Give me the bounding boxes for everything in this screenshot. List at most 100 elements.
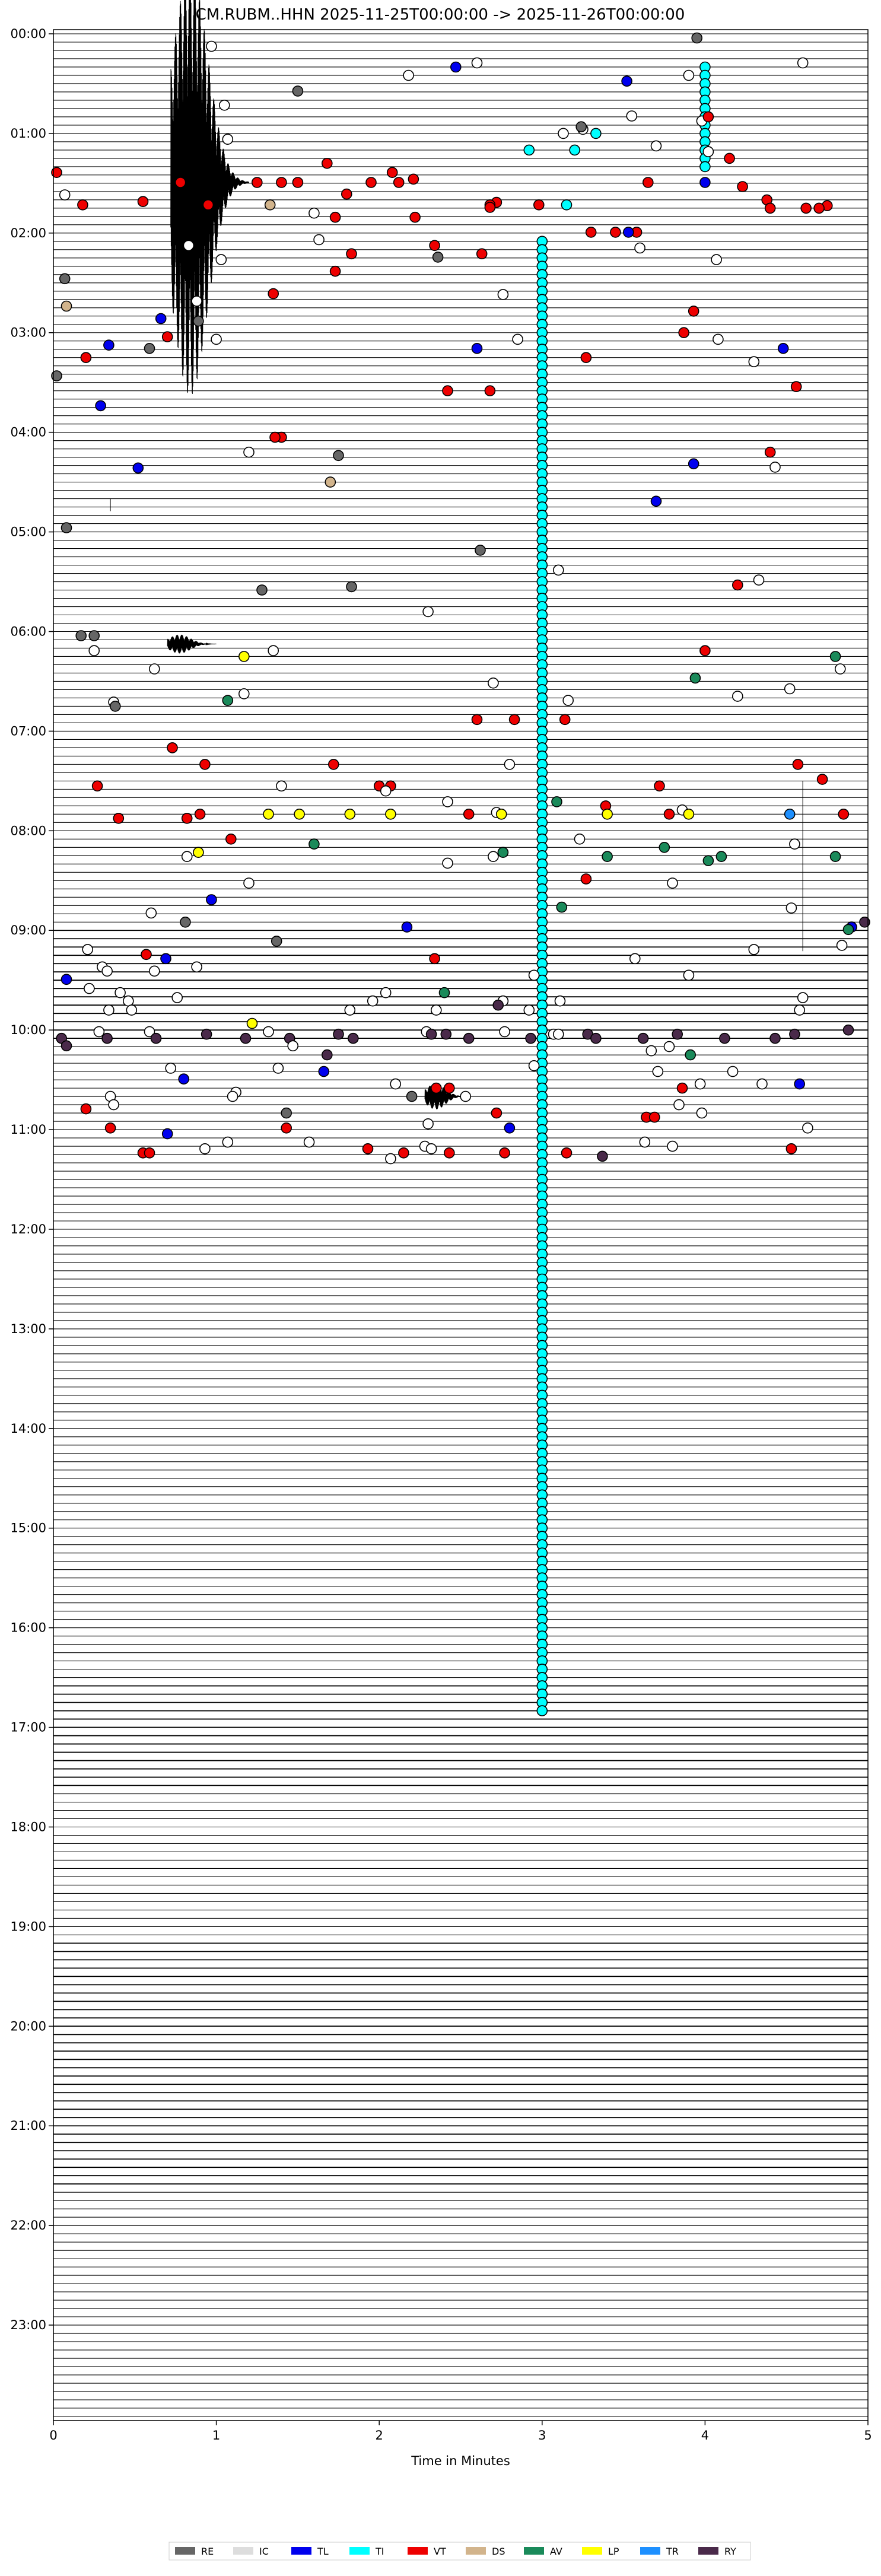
- event-marker-vt: [699, 645, 711, 656]
- event-marker-ic: [629, 953, 641, 965]
- event-marker-ic: [488, 851, 499, 862]
- x-tick-label: 5: [864, 2428, 872, 2443]
- y-tick-label: 11:00: [10, 1122, 46, 1137]
- event-marker-ry: [150, 1032, 162, 1044]
- event-marker-vt: [77, 199, 88, 211]
- event-marker-tl: [95, 400, 106, 412]
- event-marker-vt: [443, 1082, 455, 1094]
- y-tick-label: 07:00: [10, 724, 46, 738]
- event-marker-ry: [425, 1028, 437, 1040]
- event-marker-re: [575, 121, 587, 132]
- event-marker-vt: [508, 714, 520, 726]
- event-marker-ic: [263, 1026, 274, 1038]
- event-marker-ic: [683, 69, 695, 81]
- event-marker-vt: [393, 177, 405, 188]
- event-marker-vt: [678, 327, 689, 339]
- event-marker-tl: [621, 75, 632, 87]
- y-tick-label: 23:00: [10, 2318, 46, 2332]
- event-marker-tl: [160, 953, 171, 965]
- event-marker-vt: [341, 188, 352, 200]
- event-marker-vt: [838, 809, 850, 820]
- event-marker-ic: [165, 1063, 177, 1074]
- event-marker-ic: [390, 1078, 402, 1090]
- event-marker-lp: [193, 847, 204, 858]
- event-marker-vt: [800, 202, 812, 214]
- event-marker-ic: [82, 944, 93, 955]
- event-marker-vt: [144, 1147, 155, 1159]
- legend-label: AV: [550, 2546, 562, 2557]
- event-marker-vt: [181, 813, 193, 824]
- event-marker-ry: [525, 1032, 536, 1044]
- event-marker-vt: [408, 173, 419, 185]
- event-marker-ic: [756, 1078, 768, 1090]
- event-marker-vt: [167, 742, 178, 753]
- event-marker-ds: [61, 300, 72, 312]
- y-tick-label: 00:00: [10, 27, 46, 41]
- x-axis: 0 1 2 3 4 5: [49, 2421, 872, 2443]
- event-marker-ic: [243, 446, 255, 458]
- event-marker-ic: [93, 1026, 105, 1038]
- event-marker-vt: [585, 227, 597, 238]
- event-marker-tl: [777, 342, 789, 354]
- event-marker-ic: [84, 982, 95, 994]
- event-marker-vt: [269, 431, 281, 443]
- event-marker-ic: [785, 902, 797, 914]
- legend-label: RE: [201, 2546, 214, 2557]
- event-marker-ic: [367, 995, 379, 1007]
- legend-label: DS: [492, 2546, 505, 2557]
- event-marker-vt: [329, 211, 341, 223]
- event-marker-ic: [753, 574, 765, 586]
- event-marker-vt: [476, 248, 488, 260]
- event-marker-ic: [403, 69, 414, 81]
- event-marker-ds: [325, 476, 336, 488]
- event-marker-ic: [626, 110, 638, 122]
- event-marker-ic: [574, 834, 586, 845]
- event-marker-re: [406, 1090, 418, 1102]
- event-marker-ic: [442, 857, 453, 869]
- event-marker-vt: [276, 177, 287, 188]
- y-tick-label: 22:00: [10, 2218, 46, 2232]
- event-marker-vt: [174, 177, 186, 188]
- legend-label: TI: [375, 2546, 384, 2557]
- y-tick-label: 19:00: [10, 1919, 46, 1933]
- event-marker-ti: [523, 144, 535, 156]
- event-marker-ic: [802, 1122, 813, 1134]
- event-marker-ic: [272, 1063, 284, 1074]
- event-marker-ic: [108, 1099, 119, 1111]
- event-marker-tl: [161, 1128, 173, 1140]
- event-marker-vt: [580, 352, 592, 364]
- legend-swatch: [291, 2547, 311, 2555]
- event-marker-re: [88, 630, 100, 641]
- event-marker-re: [281, 1107, 292, 1119]
- event-marker-re: [180, 917, 191, 928]
- event-marker-ic: [499, 1026, 510, 1038]
- event-marker-tl: [504, 1122, 516, 1134]
- event-marker-vt: [443, 1147, 455, 1159]
- event-marker-re: [193, 315, 204, 327]
- event-marker-ds: [264, 199, 276, 211]
- event-marker-ry: [463, 1032, 475, 1044]
- event-marker-ic: [523, 1004, 535, 1016]
- event-marker-ic: [784, 683, 796, 695]
- event-marker-ic: [313, 234, 325, 246]
- event-marker-lp: [495, 809, 507, 820]
- event-marker-tl: [178, 1073, 190, 1085]
- event-marker-tl: [206, 894, 217, 905]
- event-marker-tl: [103, 339, 115, 351]
- event-marker-vt: [202, 199, 214, 211]
- y-tick-label: 20:00: [10, 2019, 46, 2033]
- trace-lines: [53, 0, 868, 2417]
- event-marker-vt: [649, 1111, 660, 1123]
- legend-swatch: [175, 2547, 195, 2555]
- event-marker-vt: [268, 288, 279, 300]
- event-marker-ic: [748, 944, 760, 955]
- x-tick-label: 2: [376, 2428, 383, 2443]
- y-tick-label: 05:00: [10, 525, 46, 539]
- event-marker-ic: [504, 759, 516, 770]
- y-tick-label: 10:00: [10, 1023, 46, 1037]
- event-marker-ic: [123, 995, 134, 1007]
- event-marker-ic: [769, 462, 781, 473]
- event-marker-re: [51, 370, 62, 381]
- event-marker-ti: [590, 128, 602, 139]
